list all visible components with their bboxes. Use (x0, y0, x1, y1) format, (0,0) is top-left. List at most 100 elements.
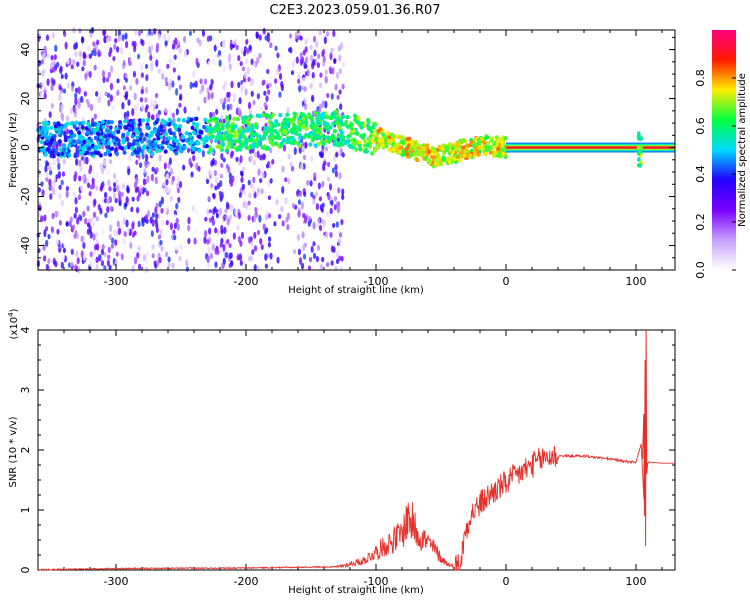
spectrogram-cell (177, 196, 181, 204)
spectrogram-cell (66, 58, 70, 65)
spectrogram-cell (118, 200, 122, 207)
spectrogram-cell (265, 163, 270, 169)
spectrogram-cell (179, 243, 183, 250)
spectrogram-cell (461, 145, 466, 150)
spectrogram-cell (326, 161, 331, 168)
spectrogram-cell (84, 126, 89, 131)
spectrogram-cell (213, 44, 217, 52)
spectrogram-cell (190, 139, 195, 145)
spectrogram-cell (37, 211, 41, 217)
spectrogram-cell (52, 141, 57, 146)
spectrogram-cell (61, 171, 66, 177)
snr-xtick-label: -200 (234, 575, 259, 588)
spectrogram-cell (492, 153, 497, 159)
spectrogram-cell (296, 234, 301, 241)
spectrogram-cell (178, 95, 183, 101)
spectrogram-cell (188, 133, 193, 139)
spectrogram-cell (307, 265, 312, 271)
spectrogram-cell (250, 240, 254, 247)
spectrogram-cell (95, 264, 99, 270)
spectrogram-cell (69, 130, 74, 136)
spectrogram-cell (368, 133, 373, 139)
snr-ytick-label: 0 (19, 567, 32, 574)
spectrogram-cell (269, 178, 273, 184)
spectrogram-cell (206, 239, 210, 245)
snr-series (37, 329, 675, 572)
spectrogram-cell (109, 119, 114, 125)
spectrogram-cell (168, 57, 172, 64)
spectrogram-cell (43, 92, 47, 100)
chart-title: C2E3.2023.059.01.36.R07 (269, 3, 440, 18)
spectrogram-cell (77, 194, 82, 201)
spectrogram-cell (42, 68, 46, 75)
spectrogram-cell (637, 157, 641, 162)
spectrogram-cell (310, 191, 314, 198)
spectrogram-cell (124, 202, 128, 208)
spectrogram-cell (146, 139, 151, 144)
spectrogram-cell (164, 131, 169, 137)
spectrogram-cell (51, 212, 55, 220)
spectrogram-cell (399, 135, 404, 140)
spectrogram-cell (391, 134, 396, 139)
spectrogram-cell (96, 123, 101, 129)
spectrogram-cell (116, 129, 121, 134)
spectrogram-cell (73, 107, 77, 114)
spectrogram-cell (97, 51, 101, 58)
spectrogram-cell (280, 80, 284, 88)
spectrogram-cell (40, 181, 44, 187)
spectrogram-cell (142, 254, 147, 262)
spectrogram-cell (427, 149, 432, 154)
spectrogram-cell (224, 131, 229, 136)
spectrogram-cell (252, 159, 256, 166)
spectrogram-cell (152, 129, 157, 134)
spectrogram-cell (170, 147, 175, 152)
spectrogram-cell (129, 241, 133, 249)
spectrogram-cell (242, 50, 247, 57)
spectrogram-cell (66, 82, 71, 89)
spectrogram-cell (637, 163, 641, 168)
spectrogram-cell (299, 35, 303, 41)
spectrogram-cell (111, 104, 115, 111)
spectrogram-cell (103, 256, 108, 264)
spectrogram-cell (488, 150, 493, 155)
spectrogram-cell (185, 266, 190, 272)
spectrogram-cell (372, 121, 377, 127)
spectrogram-cell (168, 157, 172, 165)
spectrogram-cell (187, 224, 191, 232)
spectrogram-cell (118, 125, 123, 130)
spectrogram-cell (356, 115, 361, 121)
spectrogram-cell (53, 54, 57, 61)
spectrogram-cell (492, 142, 497, 147)
spectrogram-cell (394, 148, 399, 153)
spectrogram-cell (48, 132, 53, 137)
spectrogram-cell (340, 255, 344, 262)
spectrogram-cell (144, 86, 149, 94)
spectrogram-cell (41, 189, 45, 197)
spectrogram-cell (155, 202, 159, 208)
spectrogram-cell (121, 138, 126, 143)
spectrogram-cell (222, 257, 226, 265)
spectrogram-cell (131, 196, 135, 202)
spectrogram-cell (93, 64, 97, 71)
spectrogram-cell (207, 261, 211, 268)
spectrogram-cell (173, 222, 178, 230)
spectrogram-cell (99, 185, 103, 192)
spectrogram-cell (226, 218, 230, 226)
spectrogram-cell (256, 230, 261, 235)
spectrogram-cell (178, 181, 183, 189)
spectrogram-cell (282, 144, 287, 152)
spectrogram-cell (218, 59, 222, 67)
spectrogram-cell (40, 131, 45, 136)
spectrogram-cell (136, 130, 141, 135)
spectrogram-cell (241, 119, 246, 125)
spectrogram-cell (326, 135, 331, 140)
spectrogram-cell (401, 140, 406, 146)
spectrogram-cell (329, 207, 333, 215)
spectrogram-cell (45, 171, 49, 179)
spectrogram-cell (58, 220, 62, 226)
spectrogram-cell (74, 92, 78, 100)
spectrogram-cell (267, 195, 272, 201)
spectrogram-cell (45, 34, 50, 41)
spectrogram-cell (316, 141, 321, 147)
spectrogram-cell (302, 212, 306, 219)
